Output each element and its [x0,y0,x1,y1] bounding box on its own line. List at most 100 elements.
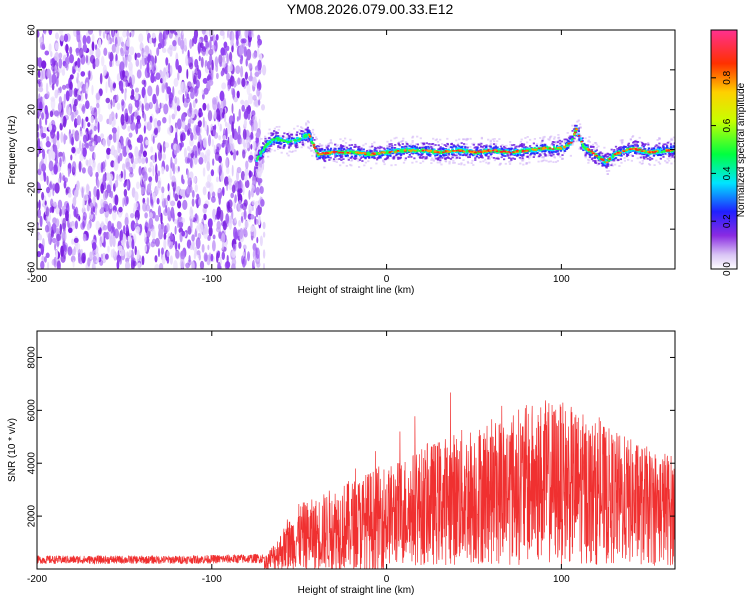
ridge-cell [429,144,432,147]
ridge-cell [653,148,656,151]
noise-speck [144,231,147,244]
noise-speck [174,240,178,250]
ridge-cell [672,136,675,139]
ridge-cell [430,162,433,164]
ridge-cell [600,156,603,159]
ridge-cell [296,125,299,128]
noise-speck [208,30,214,37]
noise-speck [238,45,244,56]
noise-speck [56,130,60,141]
noise-speck [226,72,230,82]
ridge-cell [580,147,583,150]
noise-speck [69,74,74,80]
ridge-cell [375,147,378,150]
ridge-cell [432,152,435,155]
ridge-cell [328,159,331,161]
noise-speck [202,116,205,128]
ridge-cell [636,141,639,143]
ridge-cell [360,153,363,156]
ridge-cell [438,156,441,159]
ridge-cell [331,153,334,155]
noise-speck [174,35,179,41]
ridge-cell [505,144,508,147]
ridge-cell [461,154,464,157]
ridge-cell [647,143,650,146]
noise-speck [221,242,224,251]
ridge-cell [390,143,393,145]
ridge-cell [294,149,297,152]
noise-speck [133,202,139,208]
noise-speck [255,186,260,196]
ridge-cell [447,153,450,156]
noise-speck [246,136,251,146]
noise-speck [161,74,167,84]
noise-speck [71,161,77,173]
noise-speck [157,247,161,258]
ridge-cell [492,143,496,145]
ridge-cell [288,131,291,134]
ridge-cell [664,143,667,146]
ridge-cell [314,152,318,154]
ridge-cell [361,160,364,162]
ridge-cell [510,159,513,161]
ridge-cell [588,156,591,159]
ridge-cell [673,153,675,155]
noise-speck [103,190,108,201]
ridge-cell [620,154,623,157]
ridge-cell [358,145,361,148]
noise-speck [146,241,151,250]
ridge-cell [435,157,438,160]
ridge-cell [426,151,430,154]
ridge-cell [415,160,418,163]
noise-speck [159,144,162,154]
ridge-cell [255,170,259,173]
noise-speck [152,60,156,72]
ridge-cell [334,156,337,158]
ridge-cell [264,137,267,140]
noise-speck [49,73,52,86]
noise-speck [177,36,181,47]
ridge-cell [367,151,370,153]
noise-speck [57,102,62,112]
ridge-cell [481,146,484,148]
ridge-cell [430,145,433,148]
ridge-cell [547,160,550,163]
noise-speck [112,98,116,108]
ridge-cell [648,164,652,166]
noise-speck [177,166,180,172]
ridge-cell [530,150,533,153]
ridge-cell [286,138,289,141]
ridge-cell [325,146,328,149]
ridge-cell [537,155,540,158]
ridge-cell [415,152,418,155]
ridge-cell [292,150,295,153]
noise-speck [58,151,63,158]
noise-speck [180,250,186,260]
ridge-cell [416,152,419,155]
ridge-cell [290,142,293,145]
noise-speck [124,216,129,227]
ridge-cell [607,165,610,167]
noise-speck [197,120,202,128]
noise-speck [128,249,132,257]
ridge-cell [670,146,673,149]
noise-speck [122,197,125,208]
ridge-cell [450,142,453,145]
ridge-cell [590,146,593,148]
ridge-cell [410,152,413,155]
noise-speck [146,183,152,193]
ridge-cell [595,149,598,152]
noise-speck [63,133,66,145]
noise-speck [163,30,169,39]
ridge-cell [642,153,646,156]
ridge-cell [275,131,278,134]
noise-speck [230,192,234,199]
ridge-cell [541,159,544,162]
noise-speck [180,141,184,148]
ridge-cell [452,162,455,164]
ridge-cell [508,163,512,165]
noise-speck [74,220,78,230]
ridge-cell [380,146,383,149]
ridge-cell [552,151,556,153]
ridge-cell [571,143,574,146]
